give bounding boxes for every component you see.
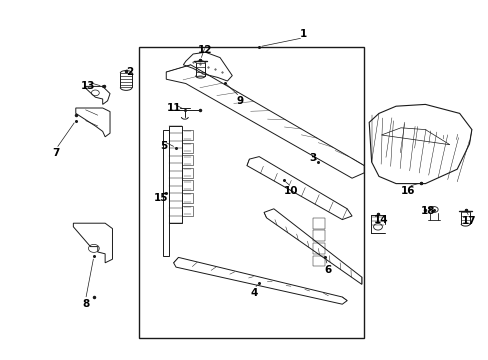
Text: 7: 7 <box>52 148 60 158</box>
Text: 10: 10 <box>283 186 298 196</box>
Text: 8: 8 <box>82 299 89 309</box>
Text: 4: 4 <box>250 288 258 298</box>
Text: 9: 9 <box>236 96 243 106</box>
Text: 16: 16 <box>400 186 415 196</box>
Text: 1: 1 <box>299 29 306 39</box>
Bar <box>139 47 364 338</box>
Text: 17: 17 <box>461 216 476 226</box>
Text: 11: 11 <box>166 103 181 113</box>
Text: 14: 14 <box>373 215 388 225</box>
Text: 6: 6 <box>324 265 330 275</box>
Text: 12: 12 <box>198 45 212 55</box>
Text: 3: 3 <box>309 153 316 163</box>
Text: 18: 18 <box>420 206 434 216</box>
Text: 15: 15 <box>154 193 168 203</box>
Text: 5: 5 <box>160 141 167 151</box>
Text: 13: 13 <box>81 81 95 91</box>
Text: 2: 2 <box>126 67 133 77</box>
